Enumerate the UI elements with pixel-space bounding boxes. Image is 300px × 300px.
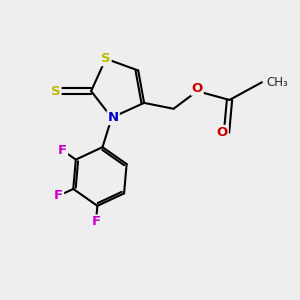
Text: F: F: [54, 189, 63, 202]
Text: F: F: [92, 215, 100, 229]
Text: F: F: [58, 144, 67, 157]
Text: S: S: [101, 52, 111, 65]
Text: O: O: [217, 126, 228, 139]
Text: O: O: [191, 82, 203, 95]
Text: N: N: [108, 111, 119, 124]
Text: S: S: [51, 85, 61, 98]
Text: CH₃: CH₃: [266, 76, 288, 89]
